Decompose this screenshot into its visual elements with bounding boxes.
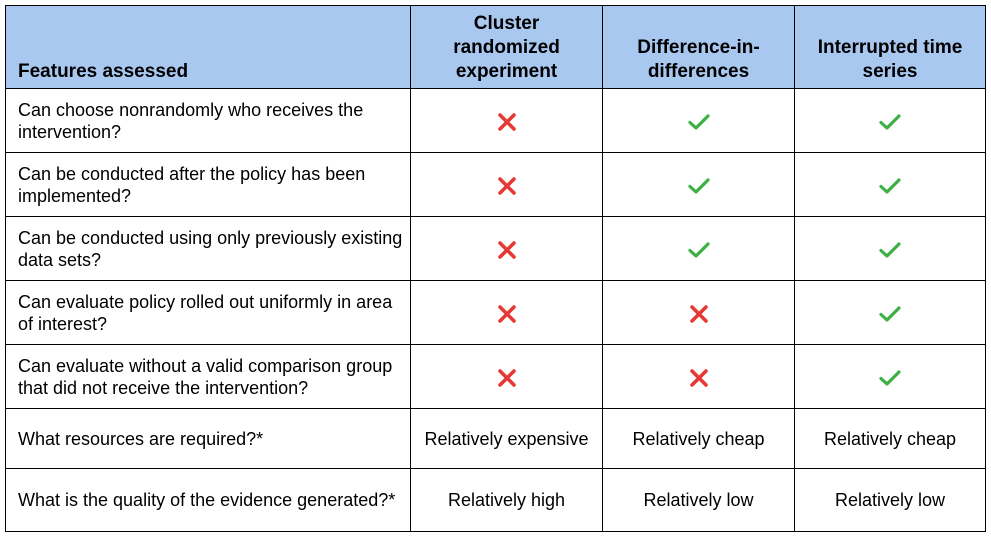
cell-cluster-randomized: Relatively high xyxy=(410,468,603,532)
header-interrupted-time-series: Interrupted time series xyxy=(794,5,986,89)
value-text: Relatively expensive xyxy=(424,428,589,449)
cross-icon xyxy=(497,176,516,195)
feature-label: Can choose nonrandomly who receives the … xyxy=(5,88,411,153)
cell-difference-in-differences xyxy=(602,280,795,345)
check-icon xyxy=(879,306,901,322)
cross-icon xyxy=(689,304,708,323)
cross-icon xyxy=(497,368,516,387)
header-cluster-randomized-experiment: Cluster randomized experiment xyxy=(410,5,603,89)
check-icon xyxy=(879,114,901,130)
table-row: Can choose nonrandomly who receives the … xyxy=(5,88,986,153)
cross-icon xyxy=(497,112,516,131)
header-row: Features assessed Cluster randomized exp… xyxy=(5,5,986,89)
cell-interrupted-time-series: Relatively low xyxy=(794,468,986,532)
cross-icon xyxy=(497,304,516,323)
cell-interrupted-time-series: Relatively cheap xyxy=(794,408,986,469)
value-text: Relatively cheap xyxy=(823,428,957,449)
cell-difference-in-differences xyxy=(602,152,795,217)
table-row: Can be conducted after the policy has be… xyxy=(5,152,986,217)
table-row: Can be conducted using only previously e… xyxy=(5,216,986,281)
cell-cluster-randomized xyxy=(410,152,603,217)
cell-interrupted-time-series xyxy=(794,344,986,409)
feature-label: What resources are required?* xyxy=(5,408,411,469)
cell-interrupted-time-series xyxy=(794,152,986,217)
cell-cluster-randomized: Relatively expensive xyxy=(410,408,603,469)
feature-label: Can evaluate policy rolled out uniformly… xyxy=(5,280,411,345)
cell-cluster-randomized xyxy=(410,88,603,153)
cell-cluster-randomized xyxy=(410,344,603,409)
table-row: What resources are required?* Relatively … xyxy=(5,408,986,469)
value-text: Relatively high xyxy=(447,490,566,510)
cell-difference-in-differences xyxy=(602,88,795,153)
feature-label: Can be conducted using only previously e… xyxy=(5,216,411,281)
value-text: Relatively cheap xyxy=(632,428,765,449)
cell-difference-in-differences xyxy=(602,344,795,409)
feature-label: Can be conducted after the policy has be… xyxy=(5,152,411,217)
cell-cluster-randomized xyxy=(410,216,603,281)
cell-interrupted-time-series xyxy=(794,216,986,281)
cross-icon xyxy=(689,368,708,387)
header-difference-in-differences: Difference-in-differences xyxy=(602,5,795,89)
table-row: Can evaluate policy rolled out uniformly… xyxy=(5,280,986,345)
cell-difference-in-differences: Relatively low xyxy=(602,468,795,532)
value-text: Relatively low xyxy=(643,490,754,510)
cell-interrupted-time-series xyxy=(794,88,986,153)
check-icon xyxy=(687,114,710,130)
table-row: Can evaluate without a valid comparison … xyxy=(5,344,986,409)
check-icon xyxy=(687,242,710,258)
comparison-table: Features assessed Cluster randomized exp… xyxy=(5,5,986,532)
check-icon xyxy=(879,242,901,258)
cell-difference-in-differences: Relatively cheap xyxy=(602,408,795,469)
table-row: What is the quality of the evidence gene… xyxy=(5,468,986,532)
cell-difference-in-differences xyxy=(602,216,795,281)
header-features-assessed: Features assessed xyxy=(5,5,411,89)
feature-label: Can evaluate without a valid comparison … xyxy=(5,344,411,409)
check-icon xyxy=(879,178,901,194)
cell-interrupted-time-series xyxy=(794,280,986,345)
value-text: Relatively low xyxy=(834,490,946,510)
cross-icon xyxy=(497,240,516,259)
check-icon xyxy=(879,370,901,386)
check-icon xyxy=(687,178,710,194)
cell-cluster-randomized xyxy=(410,280,603,345)
feature-label: What is the quality of the evidence gene… xyxy=(5,468,411,532)
